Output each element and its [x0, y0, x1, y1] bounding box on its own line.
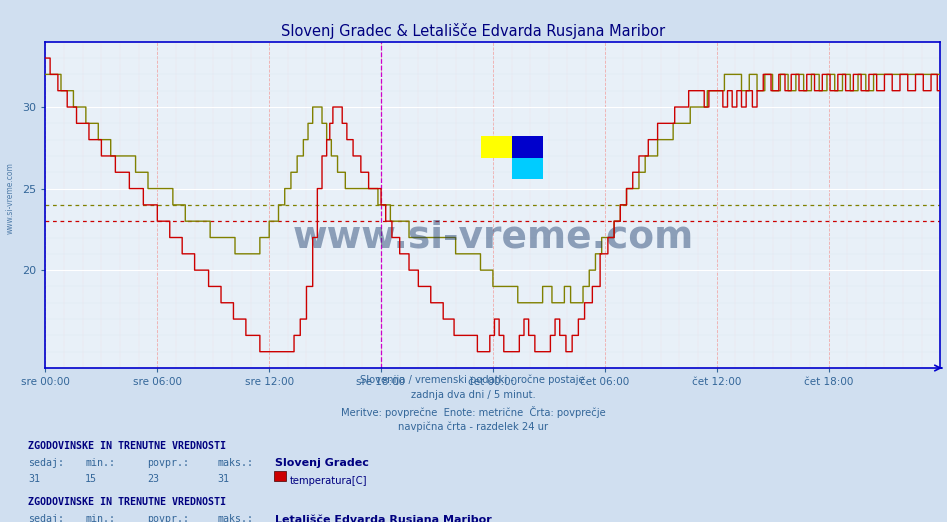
- Bar: [481, 136, 512, 158]
- Text: ZGODOVINSKE IN TRENUTNE VREDNOSTI: ZGODOVINSKE IN TRENUTNE VREDNOSTI: [28, 441, 226, 451]
- Text: www.si-vreme.com: www.si-vreme.com: [6, 162, 15, 234]
- Text: 23: 23: [147, 474, 159, 484]
- Text: Slovenija / vremenski podatki - ročne postaje.: Slovenija / vremenski podatki - ročne po…: [360, 375, 587, 385]
- Text: min.:: min.:: [85, 514, 116, 522]
- Bar: [512, 158, 543, 179]
- Text: maks.:: maks.:: [218, 514, 254, 522]
- Text: ZGODOVINSKE IN TRENUTNE VREDNOSTI: ZGODOVINSKE IN TRENUTNE VREDNOSTI: [28, 497, 226, 507]
- Text: Letališče Edvarda Rusjana Maribor: Letališče Edvarda Rusjana Maribor: [275, 514, 491, 522]
- Text: www.si-vreme.com: www.si-vreme.com: [293, 220, 693, 255]
- Text: sedaj:: sedaj:: [28, 514, 64, 522]
- Text: Slovenj Gradec & Letališče Edvarda Rusjana Maribor: Slovenj Gradec & Letališče Edvarda Rusja…: [281, 23, 666, 40]
- Text: Meritve: povprečne  Enote: metrične  Črta: povprečje: Meritve: povprečne Enote: metrične Črta:…: [341, 406, 606, 418]
- Text: navpična črta - razdelek 24 ur: navpična črta - razdelek 24 ur: [399, 422, 548, 432]
- Text: sedaj:: sedaj:: [28, 458, 64, 468]
- Bar: [512, 136, 543, 158]
- Text: zadnja dva dni / 5 minut.: zadnja dva dni / 5 minut.: [411, 390, 536, 400]
- Text: povpr.:: povpr.:: [147, 458, 188, 468]
- Text: 31: 31: [218, 474, 230, 484]
- Text: min.:: min.:: [85, 458, 116, 468]
- Text: Slovenj Gradec: Slovenj Gradec: [275, 458, 368, 468]
- Text: povpr.:: povpr.:: [147, 514, 188, 522]
- Text: temperatura[C]: temperatura[C]: [290, 476, 367, 485]
- Text: maks.:: maks.:: [218, 458, 254, 468]
- Text: 31: 31: [28, 474, 41, 484]
- Text: 15: 15: [85, 474, 98, 484]
